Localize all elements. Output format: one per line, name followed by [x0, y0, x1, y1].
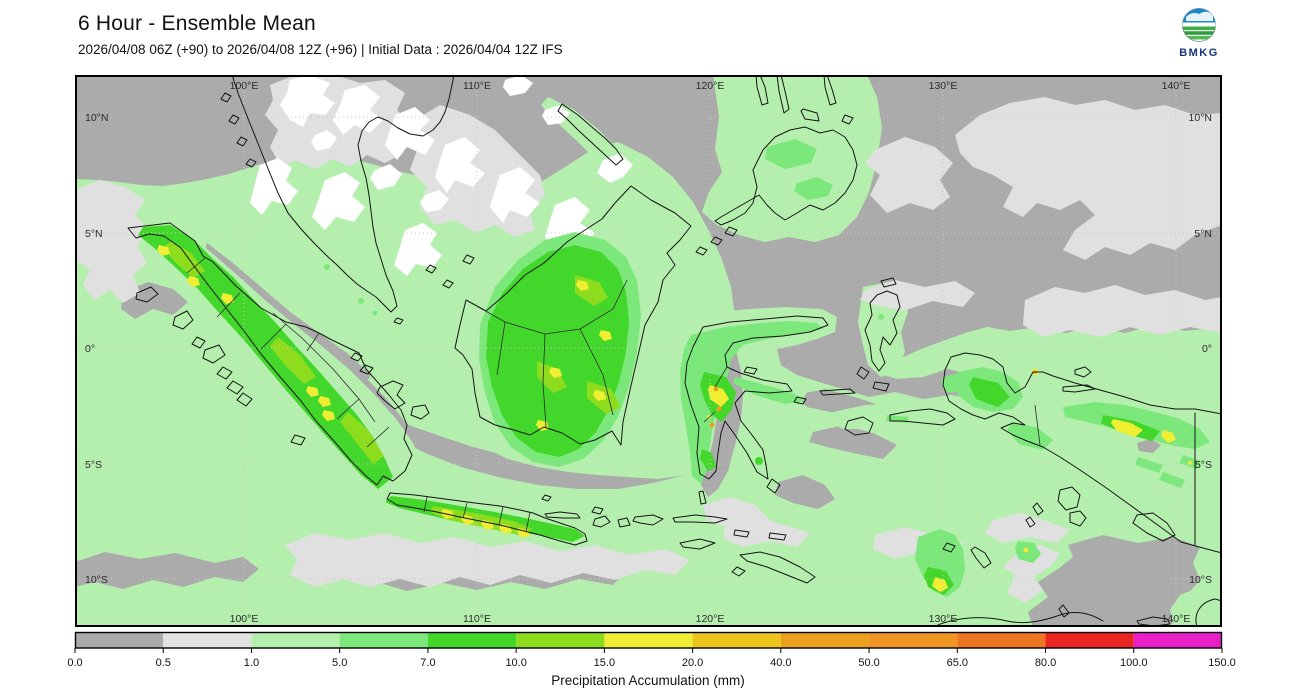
forecast-valid-time: 2026/04/08 06Z (+90) to 2026/04/08 12Z (… [78, 42, 563, 57]
svg-text:20.0: 20.0 [682, 657, 703, 669]
x-tick-bottom: 110°E [463, 613, 491, 625]
colorbar-tick-labels: 0.0 0.5 1.0 5.0 7.0 10.0 15.0 20.0 40.0 … [67, 657, 1235, 669]
x-tick-top: 130°E [929, 80, 958, 92]
x-tick-bottom: 140°E [1162, 613, 1191, 625]
y-tick-left: 10°S [85, 574, 108, 586]
y-tick-right: 5°S [1195, 459, 1212, 471]
colorbar: 0.0 0.5 1.0 5.0 7.0 10.0 15.0 20.0 40.0 … [67, 631, 1236, 692]
x-tick-bottom: 130°E [929, 613, 958, 625]
svg-text:10.0: 10.0 [505, 657, 526, 669]
svg-text:100.0: 100.0 [1120, 657, 1148, 669]
field-white-patches [250, 75, 633, 276]
svg-text:65.0: 65.0 [947, 657, 968, 669]
x-tick-top: 100°E [230, 80, 259, 92]
bmkg-logo-icon [1182, 8, 1216, 42]
map-border [75, 75, 1222, 627]
svg-text:0.0: 0.0 [67, 657, 82, 669]
colorbar-border [74, 631, 1223, 649]
graticule [75, 75, 1222, 627]
svg-text:1.0: 1.0 [244, 657, 259, 669]
y-tick-left: 5°N [85, 228, 103, 240]
colorbar-title: Precipitation Accumulation (mm) [551, 673, 745, 688]
x-tick-bottom: 100°E [230, 613, 259, 625]
svg-text:50.0: 50.0 [858, 657, 879, 669]
y-tick-left: 10°N [85, 112, 108, 124]
svg-text:150.0: 150.0 [1208, 657, 1236, 669]
axis-labels: 100°E 110°E 120°E 130°E 140°E 100°E 110°… [85, 80, 1212, 625]
y-tick-left: 0° [85, 343, 95, 355]
y-tick-right: 5°N [1194, 228, 1212, 240]
page-title: 6 Hour - Ensemble Mean [78, 12, 316, 35]
bmkg-logo: BMKG [1176, 6, 1222, 59]
svg-text:15.0: 15.0 [594, 657, 615, 669]
colorbar-svg: 0.0 0.5 1.0 5.0 7.0 10.0 15.0 20.0 40.0 … [67, 631, 1236, 688]
y-tick-right: 10°N [1189, 112, 1212, 124]
x-tick-top: 140°E [1162, 80, 1191, 92]
colorbar-ticks [74, 648, 1223, 653]
svg-text:80.0: 80.0 [1035, 657, 1056, 669]
colorbar-segments [75, 632, 1222, 648]
x-tick-top: 120°E [696, 80, 725, 92]
y-tick-left: 5°S [85, 459, 102, 471]
svg-text:40.0: 40.0 [770, 657, 791, 669]
precipitation-map: 100°E 110°E 120°E 130°E 140°E 100°E 110°… [75, 75, 1222, 627]
x-tick-top: 110°E [463, 80, 491, 92]
svg-text:5.0: 5.0 [332, 657, 347, 669]
header: 6 Hour - Ensemble Mean 2026/04/08 06Z (+… [78, 12, 563, 57]
svg-text:7.0: 7.0 [420, 657, 435, 669]
x-tick-bottom: 120°E [696, 613, 725, 625]
y-tick-right: 10°S [1189, 574, 1212, 586]
map-panel: 100°E 110°E 120°E 130°E 140°E 100°E 110°… [75, 75, 1222, 627]
y-tick-right: 0° [1202, 343, 1212, 355]
bmkg-logo-label: BMKG [1179, 47, 1219, 59]
province-borders [186, 257, 1041, 533]
coastlines [127, 75, 1222, 627]
rain-contours [138, 139, 1210, 597]
svg-text:0.5: 0.5 [156, 657, 171, 669]
